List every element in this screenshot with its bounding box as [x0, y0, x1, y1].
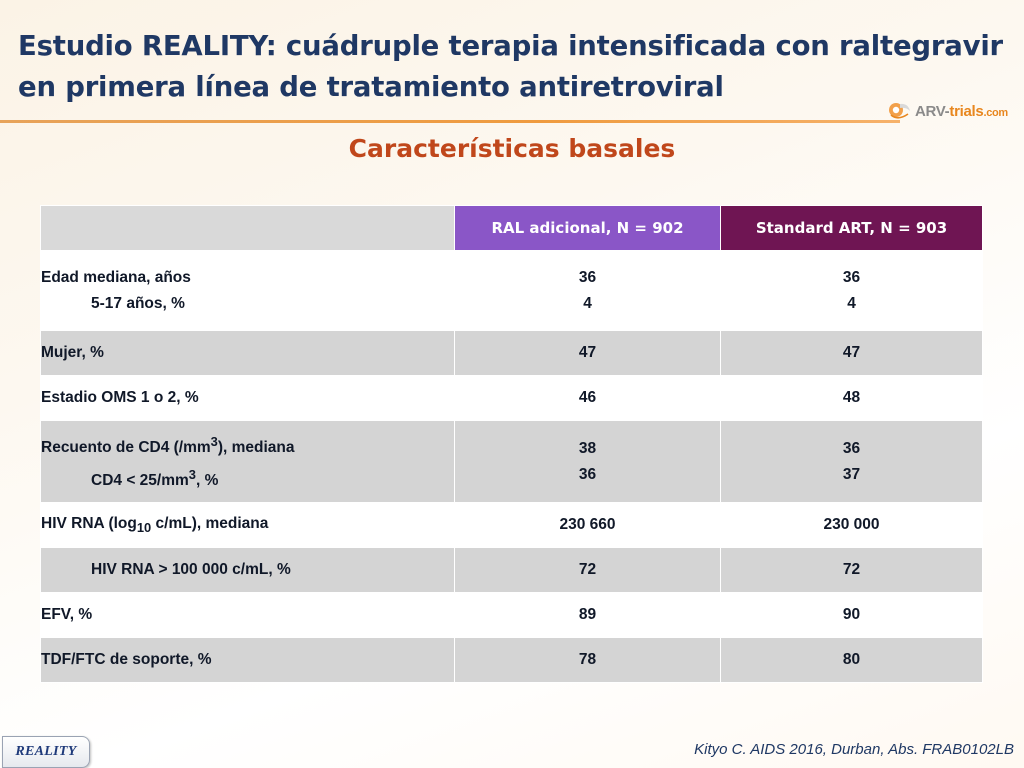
cell-ral: 47	[454, 330, 721, 376]
row-label: Recuento de CD4 (/mm3), mediana CD4 < 25…	[40, 420, 455, 503]
arv-trials-logo: ARV-trials.com	[888, 98, 1018, 124]
cell-standard: 36 37	[720, 420, 983, 503]
row-label: Edad mediana, años 5-17 años, %	[40, 250, 455, 331]
slide-subtitle: Características basales	[348, 134, 676, 163]
table-header-standard: Standard ART, N = 903	[720, 205, 983, 251]
arv-trials-logo-icon	[888, 101, 912, 121]
slide-title: Estudio REALITY: cuádruple terapia inten…	[18, 26, 1018, 108]
table-header-row: RAL adicional, N = 902 Standard ART, N =…	[40, 205, 983, 251]
cell-ral: 230 660	[454, 502, 721, 548]
slide-title-line-1: Estudio REALITY: cuádruple terapia inten…	[18, 30, 1003, 62]
title-divider	[0, 120, 900, 123]
table-header-corner	[40, 205, 455, 251]
row-label: HIV RNA > 100 000 c/mL, %	[40, 547, 455, 593]
cell-ral: 72	[454, 547, 721, 593]
cell-ral: 46	[454, 375, 721, 421]
table-row: EFV, % 89 90	[40, 592, 983, 638]
baseline-characteristics-table: RAL adicional, N = 902 Standard ART, N =…	[40, 205, 983, 683]
row-label: HIV RNA (log10 c/mL), mediana	[40, 502, 455, 548]
arv-trials-logo-text: ARV-trials.com	[915, 102, 1008, 120]
cell-standard: 230 000	[720, 502, 983, 548]
row-label: EFV, %	[40, 592, 455, 638]
table-header-ral: RAL adicional, N = 902	[454, 205, 721, 251]
cell-standard: 36 4	[720, 250, 983, 331]
cell-standard: 72	[720, 547, 983, 593]
row-label: Mujer, %	[40, 330, 455, 376]
table-row: Estadio OMS 1 o 2, % 46 48	[40, 375, 983, 421]
cell-standard: 48	[720, 375, 983, 421]
row-label: TDF/FTC de soporte, %	[40, 637, 455, 683]
table-row: HIV RNA (log10 c/mL), mediana 230 660 23…	[40, 502, 983, 548]
row-label: Estadio OMS 1 o 2, %	[40, 375, 455, 421]
cell-standard: 80	[720, 637, 983, 683]
cell-ral: 36 4	[454, 250, 721, 331]
cell-ral: 38 36	[454, 420, 721, 503]
table-row: Edad mediana, años 5-17 años, % 36 4 36 …	[40, 250, 983, 331]
table-row: TDF/FTC de soporte, % 78 80	[40, 637, 983, 683]
cell-standard: 90	[720, 592, 983, 638]
study-tag-button[interactable]: REALITY	[2, 736, 90, 768]
cell-ral: 78	[454, 637, 721, 683]
table-row: Mujer, % 47 47	[40, 330, 983, 376]
cell-ral: 89	[454, 592, 721, 638]
table-row: Recuento de CD4 (/mm3), mediana CD4 < 25…	[40, 420, 983, 503]
table-row: HIV RNA > 100 000 c/mL, % 72 72	[40, 547, 983, 593]
cell-standard: 47	[720, 330, 983, 376]
slide-title-line-2: en primera línea de tratamiento antiretr…	[18, 71, 724, 103]
citation: Kityo C. AIDS 2016, Durban, Abs. FRAB010…	[694, 741, 1014, 758]
